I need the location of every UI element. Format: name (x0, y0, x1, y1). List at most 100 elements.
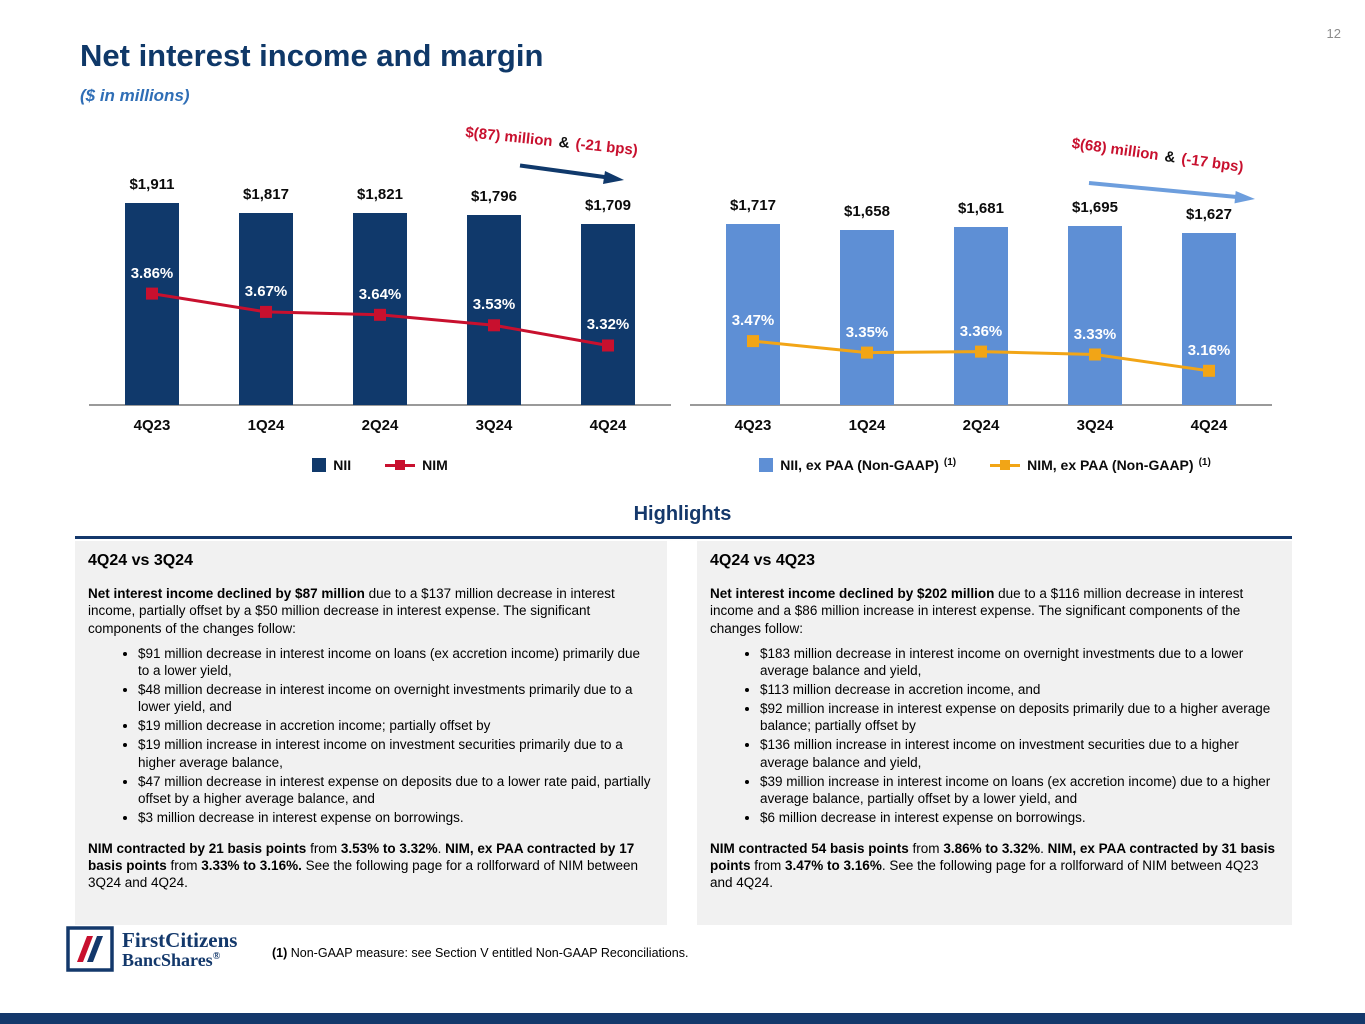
nim-marker (975, 345, 987, 358)
nim-value-label: 3.36% (959, 322, 1003, 340)
legend-item: NII, ex PAA (Non-GAAP) (1) (759, 457, 956, 473)
nim-value-label: 3.67% (244, 282, 288, 300)
bar-value-label: $1,709 (585, 197, 631, 214)
x-axis-label: 1Q24 (247, 417, 285, 434)
highlight-bullet: $19 million decrease in accretion income… (138, 717, 654, 734)
highlights-panel-4q24-vs-3q24: 4Q24 vs 3Q24 Net interest income decline… (75, 541, 667, 925)
nim-marker (146, 287, 158, 300)
nim-value-label: 3.86% (130, 264, 174, 282)
x-axis (690, 404, 1272, 406)
nii-bar (581, 224, 635, 405)
nim-marker (488, 319, 500, 332)
x-axis-label: 1Q24 (848, 417, 886, 434)
x-axis (89, 404, 671, 406)
annotation-amount: $(87) million (464, 123, 554, 151)
x-axis-label: 4Q24 (589, 417, 627, 434)
highlight-bullet: $47 million decrease in interest expense… (138, 773, 654, 807)
legend-footnote-ref: (1) (943, 457, 957, 468)
nii-ex-paa-bar (840, 230, 894, 405)
annotation-bps: (-21 bps) (574, 135, 639, 160)
legend-bar-swatch-icon (759, 458, 774, 472)
highlight-bullet: $3 million decrease in interest expense … (138, 809, 654, 826)
nii-ex-paa-bar (726, 224, 780, 405)
footnote: (1) Non-GAAP measure: see Section V enti… (272, 946, 689, 960)
nim-marker (747, 335, 759, 348)
plot-area: $1,911 $1,817 $1,821 $1,796 $1,709 3.86% 3.67%… (89, 175, 671, 406)
nim-marker (1203, 364, 1215, 377)
bar-slot: $1,911 (95, 175, 209, 405)
bar-value-label: $1,627 (1186, 206, 1232, 223)
nim-value-label: 3.32% (586, 316, 630, 334)
x-axis-labels: 4Q23 1Q24 2Q24 3Q24 4Q24 (95, 417, 665, 437)
highlight-bullet: $113 million decrease in accretion incom… (760, 681, 1279, 698)
panel-intro: Net interest income declined by $87 mill… (88, 586, 615, 636)
logo-line1: FirstCitizens (122, 927, 238, 952)
annotation-ampersand: & (1163, 148, 1177, 167)
nii-ex-paa-bar (954, 227, 1008, 405)
legend-footnote-ref: (1) (1198, 457, 1211, 468)
highlights-panel-4q24-vs-4q23: 4Q24 vs 4Q23 Net interest income decline… (697, 541, 1292, 925)
nim-value-label: 3.47% (731, 312, 775, 330)
nim-marker (602, 339, 614, 352)
nim-value-label: 3.33% (1073, 325, 1117, 343)
legend-item: NII (312, 457, 351, 473)
bar-slot: $1,681 (924, 175, 1038, 405)
highlights-divider (75, 536, 1292, 539)
bottom-accent-band (0, 1013, 1365, 1024)
annotation-bps: (-17 bps) (1180, 150, 1245, 176)
highlight-bullet: $91 million decrease in interest income … (138, 645, 654, 679)
chart-annotation: $(68) million & (-17 bps) (1071, 135, 1245, 176)
highlight-bullet: $6 million decrease in interest expense … (760, 809, 1279, 826)
nii-nim-chart: $(87) million & (-21 bps) $1,911 $1,817 $1… (80, 123, 680, 485)
x-axis-label: 2Q24 (962, 417, 1000, 434)
highlights-title: Highlights (633, 503, 732, 525)
panel-bullet-list: $91 million decrease in interest income … (88, 645, 654, 826)
panel-closing: NIM contracted 54 basis points from 3.86… (710, 841, 1275, 891)
x-axis-label: 4Q23 (133, 417, 171, 434)
nii-nim-ex-paa-chart: $(68) million & (-17 bps) $1,717 $1,658 $1… (681, 125, 1289, 485)
legend-line-swatch-icon (385, 458, 416, 472)
bar-slot: $1,695 (1038, 175, 1152, 405)
logo-text: FirstCitizens BancShares® (122, 927, 238, 970)
nim-value-label: 3.64% (358, 285, 402, 303)
page-title: Net interest income and margin (80, 38, 544, 73)
highlight-bullet: $92 million increase in interest expense… (760, 700, 1279, 734)
bar-slot: $1,796 (437, 175, 551, 405)
legend-item: NIM (385, 457, 448, 473)
logo-line2-text: BancShares (122, 949, 213, 970)
nii-bar (467, 215, 521, 405)
x-axis-label: 3Q24 (475, 417, 513, 434)
logo-icon (66, 926, 114, 972)
page-number: 12 (1326, 26, 1341, 41)
bar-value-label: $1,796 (471, 188, 517, 205)
highlight-bullet: $39 million increase in interest income … (760, 773, 1279, 807)
plot-area: $1,717 $1,658 $1,681 $1,695 $1,627 3.47% 3.35%… (690, 175, 1272, 406)
legend-item: NIM, ex PAA (Non-GAAP) (1) (990, 457, 1211, 473)
nim-marker (1089, 348, 1101, 361)
nim-marker (861, 346, 873, 359)
nim-line-layer (146, 287, 614, 352)
annotation-arrow-icon (519, 163, 624, 184)
nii-ex-paa-bar (1068, 226, 1122, 405)
bar-value-label: $1,658 (844, 203, 890, 220)
x-axis-label: 2Q24 (361, 417, 399, 434)
panel-heading: 4Q24 vs 3Q24 (88, 552, 193, 569)
nim-value-label: 3.53% (472, 296, 516, 314)
bar-value-label: $1,681 (958, 200, 1004, 217)
highlight-bullet: $19 million increase in interest income … (138, 736, 654, 770)
bar-value-label: $1,911 (129, 176, 175, 193)
highlight-bullet: $48 million decrease in interest income … (138, 681, 654, 715)
nii-bar (125, 203, 179, 405)
annotation-arrow-icon (1088, 181, 1255, 204)
legend-line-swatch-icon (990, 458, 1021, 472)
legend-bar-swatch-icon (312, 458, 327, 472)
chart-legend: NII NIM (80, 457, 680, 473)
bar-slot: $1,709 (551, 175, 665, 405)
bar-value-label: $1,817 (243, 186, 289, 203)
highlight-bullet: $136 million increase in interest income… (760, 736, 1279, 770)
page-subtitle: ($ in millions) (80, 86, 190, 105)
bar-slot: $1,658 (810, 175, 924, 405)
annotation-amount: $(68) million (1070, 135, 1160, 165)
registered-mark: ® (212, 950, 221, 962)
